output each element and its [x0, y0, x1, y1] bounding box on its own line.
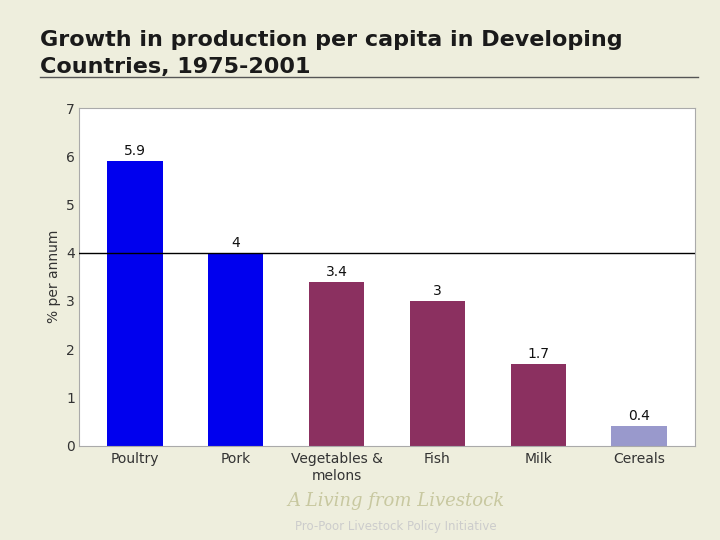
- Text: 5.9: 5.9: [124, 144, 146, 158]
- Bar: [510, 363, 566, 446]
- Text: A Living from Livestock: A Living from Livestock: [287, 492, 505, 510]
- Text: Pro-Poor Livestock Policy Initiative: Pro-Poor Livestock Policy Initiative: [295, 520, 497, 533]
- Bar: [309, 281, 364, 446]
- Bar: [611, 426, 667, 445]
- Text: 3.4: 3.4: [325, 265, 348, 279]
- Bar: [107, 161, 163, 445]
- Text: 4: 4: [231, 236, 240, 250]
- Text: Countries, 1975-2001: Countries, 1975-2001: [40, 57, 310, 77]
- Y-axis label: % per annum: % per annum: [47, 230, 60, 323]
- Text: 1.7: 1.7: [527, 347, 549, 361]
- Bar: [410, 301, 465, 446]
- Text: 0.4: 0.4: [628, 409, 650, 423]
- Bar: [208, 253, 264, 446]
- Text: 3: 3: [433, 284, 442, 298]
- Text: Growth in production per capita in Developing: Growth in production per capita in Devel…: [40, 30, 622, 50]
